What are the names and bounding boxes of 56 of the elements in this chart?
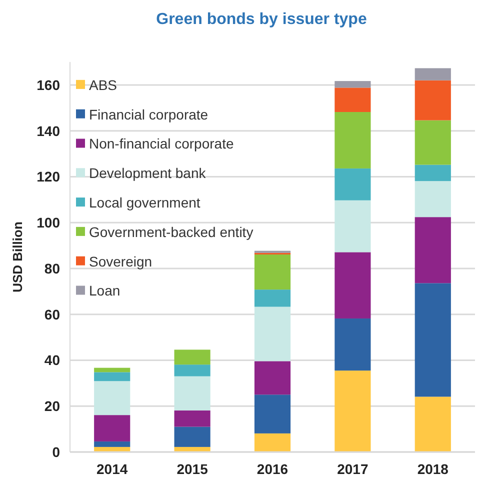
- x-tick-label: 2017: [337, 461, 368, 477]
- x-tick-label: 2018: [417, 461, 449, 477]
- bar: [414, 80, 451, 120]
- bar: [174, 376, 210, 410]
- y-tick-label: 140: [36, 122, 60, 139]
- bar: [414, 181, 451, 218]
- legend-label: Sovereign: [89, 253, 152, 270]
- bar: [414, 68, 451, 80]
- bar: [334, 318, 371, 371]
- bar: [414, 283, 451, 397]
- chart-title: Green bonds by issuer type: [156, 11, 367, 28]
- bar: [414, 396, 451, 452]
- y-tick-label: 20: [44, 398, 60, 414]
- legend-label: Government-backed entity: [89, 224, 254, 240]
- bar: [334, 88, 371, 112]
- legend-label: Non-financial corporate: [89, 136, 234, 152]
- bar: [254, 306, 291, 362]
- bar: [94, 372, 130, 382]
- y-axis-title: USD Billion: [10, 222, 25, 292]
- y-tick-label: 120: [36, 168, 60, 185]
- y-tick-label: 60: [44, 306, 60, 322]
- legend-label: Local government: [89, 194, 200, 211]
- y-tick-label: 0: [52, 444, 60, 460]
- bar: [334, 168, 371, 200]
- bar: [94, 381, 130, 416]
- bar: [334, 112, 371, 168]
- bar: [334, 200, 371, 252]
- bar: [334, 252, 371, 318]
- y-tick-label: 80: [44, 260, 60, 276]
- bar: [174, 350, 210, 365]
- legend-label: ABS: [89, 76, 118, 93]
- bar: [94, 368, 130, 372]
- legend-label: Loan: [89, 282, 120, 299]
- bar: [254, 254, 291, 290]
- bar: [174, 410, 210, 427]
- bar: [254, 433, 291, 452]
- bar: [254, 361, 291, 395]
- bar: [174, 426, 210, 447]
- y-tick-label: 160: [36, 76, 60, 93]
- legend-label: Development bank: [89, 165, 207, 182]
- x-tick-label: 2015: [176, 461, 208, 477]
- legend-label: Financial corporate: [89, 106, 208, 122]
- bar: [414, 164, 451, 182]
- x-tick-label: 2016: [256, 461, 288, 477]
- bar: [414, 217, 451, 284]
- bar: [414, 120, 451, 165]
- y-tick-label: 100: [36, 214, 60, 231]
- bar: [254, 290, 291, 307]
- bar: [94, 415, 130, 442]
- bar: [254, 394, 291, 434]
- bar: [334, 370, 371, 452]
- bar: [334, 81, 371, 88]
- bar: [94, 441, 130, 447]
- x-tick-label: 2014: [96, 461, 128, 477]
- y-tick-label: 40: [44, 352, 60, 368]
- bar: [174, 364, 210, 376]
